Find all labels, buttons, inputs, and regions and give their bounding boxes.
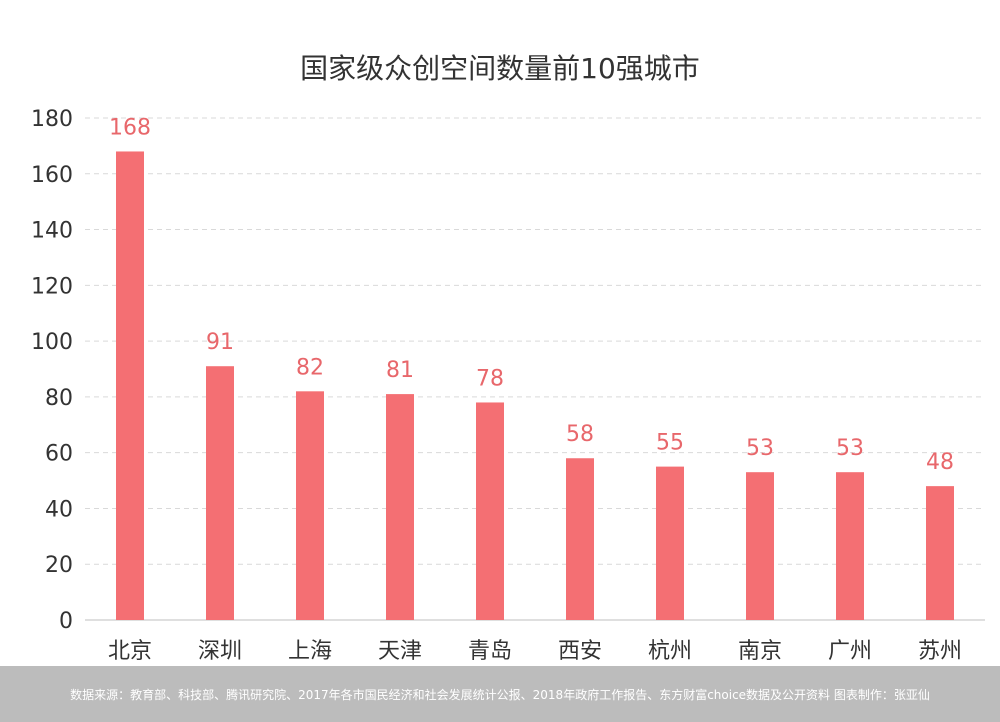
y-tick-label: 20: [45, 553, 73, 578]
x-category-label: 南京: [738, 639, 782, 664]
bar-chart: 国家级众创空间数量前10强城市 0 20 40 60 80 100 120 140 160 180…: [31, 52, 985, 664]
x-category-label: 青岛: [468, 639, 512, 664]
bar-value-label: 53: [836, 436, 864, 461]
bar-value-label: 91: [206, 330, 234, 355]
bar-value-label: 81: [386, 358, 414, 383]
bar: [566, 458, 594, 620]
x-category-label: 苏州: [918, 639, 962, 664]
bar: [296, 391, 324, 620]
bar-value-label: 58: [566, 422, 594, 447]
y-tick-label: 160: [31, 163, 73, 188]
x-category-label: 北京: [108, 639, 152, 664]
bar: [746, 472, 774, 620]
bar-value-label: 82: [296, 355, 324, 380]
bar-value-label: 78: [476, 366, 504, 391]
y-tick-label: 180: [31, 107, 73, 132]
y-tick-label: 0: [59, 609, 73, 634]
bar-value-label: 168: [109, 115, 151, 140]
x-category-label: 广州: [828, 639, 872, 664]
bar-value-label: 55: [656, 431, 684, 456]
bar: [656, 466, 684, 620]
bar: [116, 151, 144, 620]
bar: [386, 394, 414, 620]
y-tick-label: 40: [45, 497, 73, 522]
x-category-label: 上海: [288, 639, 332, 664]
bar: [926, 486, 954, 620]
x-category-label: 西安: [558, 639, 602, 664]
y-tick-label: 60: [45, 442, 73, 467]
footer-source: 数据来源：教育部、科技部、腾讯研究院、2017年各市国民经济和社会发展统计公报、…: [0, 666, 1000, 722]
y-tick-label: 80: [45, 386, 73, 411]
x-category-label: 天津: [378, 639, 422, 664]
y-tick-label: 140: [31, 219, 73, 244]
y-tick-label: 100: [31, 330, 73, 355]
bar: [836, 472, 864, 620]
bar-value-label: 53: [746, 436, 774, 461]
bar-value-label: 48: [926, 450, 954, 475]
x-category-label: 深圳: [198, 639, 242, 664]
bar: [206, 366, 234, 620]
x-category-label: 杭州: [648, 639, 692, 664]
bar: [476, 402, 504, 620]
chart-title: 国家级众创空间数量前10强城市: [300, 52, 700, 85]
y-tick-label: 120: [31, 274, 73, 299]
